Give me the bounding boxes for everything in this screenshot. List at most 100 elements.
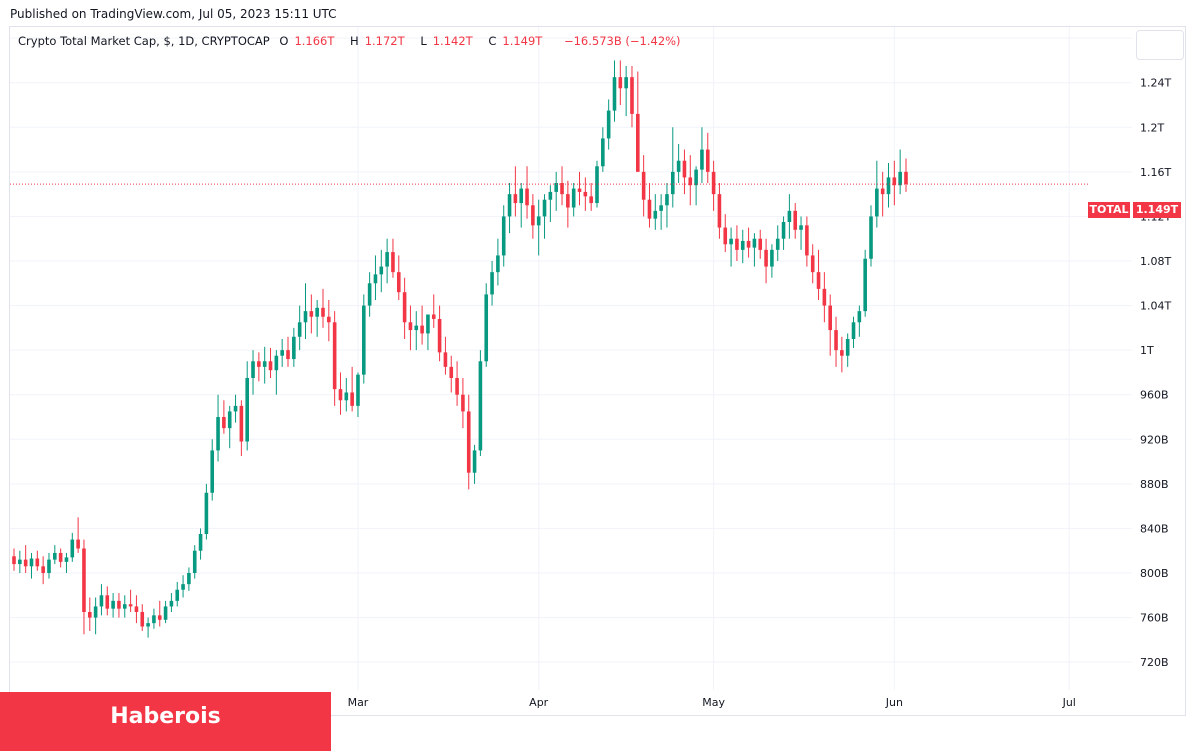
candle-body: [315, 307, 319, 317]
candle-body: [181, 584, 185, 590]
candle-body: [122, 604, 127, 609]
candle-body: [356, 374, 360, 406]
candle-body: [396, 272, 401, 293]
y-tick-label: 840B: [1140, 522, 1169, 535]
candle-body: [18, 559, 22, 565]
candle-body: [29, 558, 34, 567]
candle-body: [187, 573, 191, 585]
y-tick-label: 1.2T: [1140, 121, 1164, 134]
candle-body: [332, 322, 337, 390]
candle-body: [134, 606, 139, 612]
candle-body: [478, 361, 483, 451]
candle-body: [443, 352, 448, 367]
candle-body: [869, 216, 873, 259]
candle-body: [152, 615, 156, 624]
legend-close-value: 1.149T: [502, 34, 543, 48]
candle-body: [571, 188, 576, 208]
candle-body: [857, 311, 862, 323]
candle-body: [35, 558, 40, 567]
candle-body: [350, 392, 354, 406]
candle-body: [740, 240, 745, 250]
candle-body: [641, 171, 646, 200]
candles: [12, 60, 908, 638]
candle-body: [82, 548, 86, 612]
chart-frame: [9, 26, 1186, 716]
watermark-logo: Haberois: [0, 692, 331, 751]
candle-body: [682, 160, 687, 178]
candle-body: [117, 600, 121, 609]
x-tick-label: Jun: [885, 696, 903, 709]
legend-high-value: 1.172T: [364, 34, 405, 48]
candle-body: [647, 199, 652, 219]
candle-body: [338, 389, 343, 401]
candle-body: [810, 255, 815, 273]
legend-high-label: H: [350, 34, 359, 48]
candle-body: [233, 405, 238, 412]
candle-body: [262, 361, 267, 367]
x-tick-label: Jul: [1062, 696, 1076, 709]
x-tick-label: Mar: [348, 696, 369, 709]
candle-body: [595, 166, 599, 204]
candle-body: [612, 77, 617, 111]
candle-body: [64, 557, 69, 562]
legend-open-value: 1.166T: [294, 34, 335, 48]
candle-body: [484, 294, 489, 362]
candle-body: [93, 606, 98, 618]
candle-body: [414, 325, 419, 331]
candle-body: [280, 350, 284, 356]
candle-body: [23, 559, 28, 567]
candle-body: [653, 210, 658, 219]
candle-body: [76, 539, 80, 549]
candle-body: [676, 160, 681, 172]
candle-body: [880, 188, 885, 195]
chart-settings-button[interactable]: [1136, 30, 1184, 60]
candle-body: [385, 252, 389, 267]
candle-body: [770, 249, 774, 267]
candle-body: [431, 314, 436, 319]
candle-body: [70, 539, 75, 558]
candle-body: [659, 205, 663, 211]
candle-body: [373, 274, 378, 284]
candle-body: [589, 196, 593, 204]
candle-body: [519, 188, 524, 204]
candle-body: [87, 612, 92, 618]
y-tick-label: 1.16T: [1140, 166, 1171, 179]
candle-body: [327, 316, 331, 323]
candle-body: [542, 199, 547, 217]
price-tag-value: 1.149T: [1133, 202, 1181, 218]
candle-body: [501, 216, 506, 256]
candle-body: [128, 604, 133, 607]
candle-body: [775, 238, 780, 250]
candle-body: [845, 339, 850, 356]
candle-body: [531, 205, 535, 226]
candle-body: [805, 225, 809, 256]
candle-body: [157, 615, 162, 620]
published-note: Published on TradingView.com, Jul 05, 20…: [10, 7, 337, 21]
candle-body: [466, 411, 471, 473]
candle-body: [53, 552, 57, 560]
candle-body: [758, 238, 763, 250]
candle-body: [717, 194, 722, 228]
candle-body: [705, 149, 710, 172]
legend-low-value: 1.142T: [432, 34, 473, 48]
candle-body: [665, 194, 669, 206]
candle-body: [851, 322, 856, 339]
candle-body: [746, 240, 751, 248]
y-tick-label: 1.04T: [1140, 300, 1171, 313]
candle-body: [723, 227, 728, 245]
candle-body: [636, 113, 640, 172]
candle-body: [309, 311, 314, 317]
candle-body: [490, 272, 494, 295]
y-tick-label: 880B: [1140, 478, 1169, 491]
candle-body: [198, 534, 203, 551]
legend-change: −16.573B (−1.42%): [563, 34, 681, 48]
candle-body: [875, 188, 879, 217]
candle-body: [863, 258, 867, 312]
candle-body: [793, 210, 798, 230]
candle-body: [274, 355, 279, 371]
candle-body: [367, 283, 372, 306]
x-tick-label: May: [702, 696, 725, 709]
candle-body: [554, 183, 558, 192]
y-tick-label: 1.24T: [1140, 77, 1171, 90]
